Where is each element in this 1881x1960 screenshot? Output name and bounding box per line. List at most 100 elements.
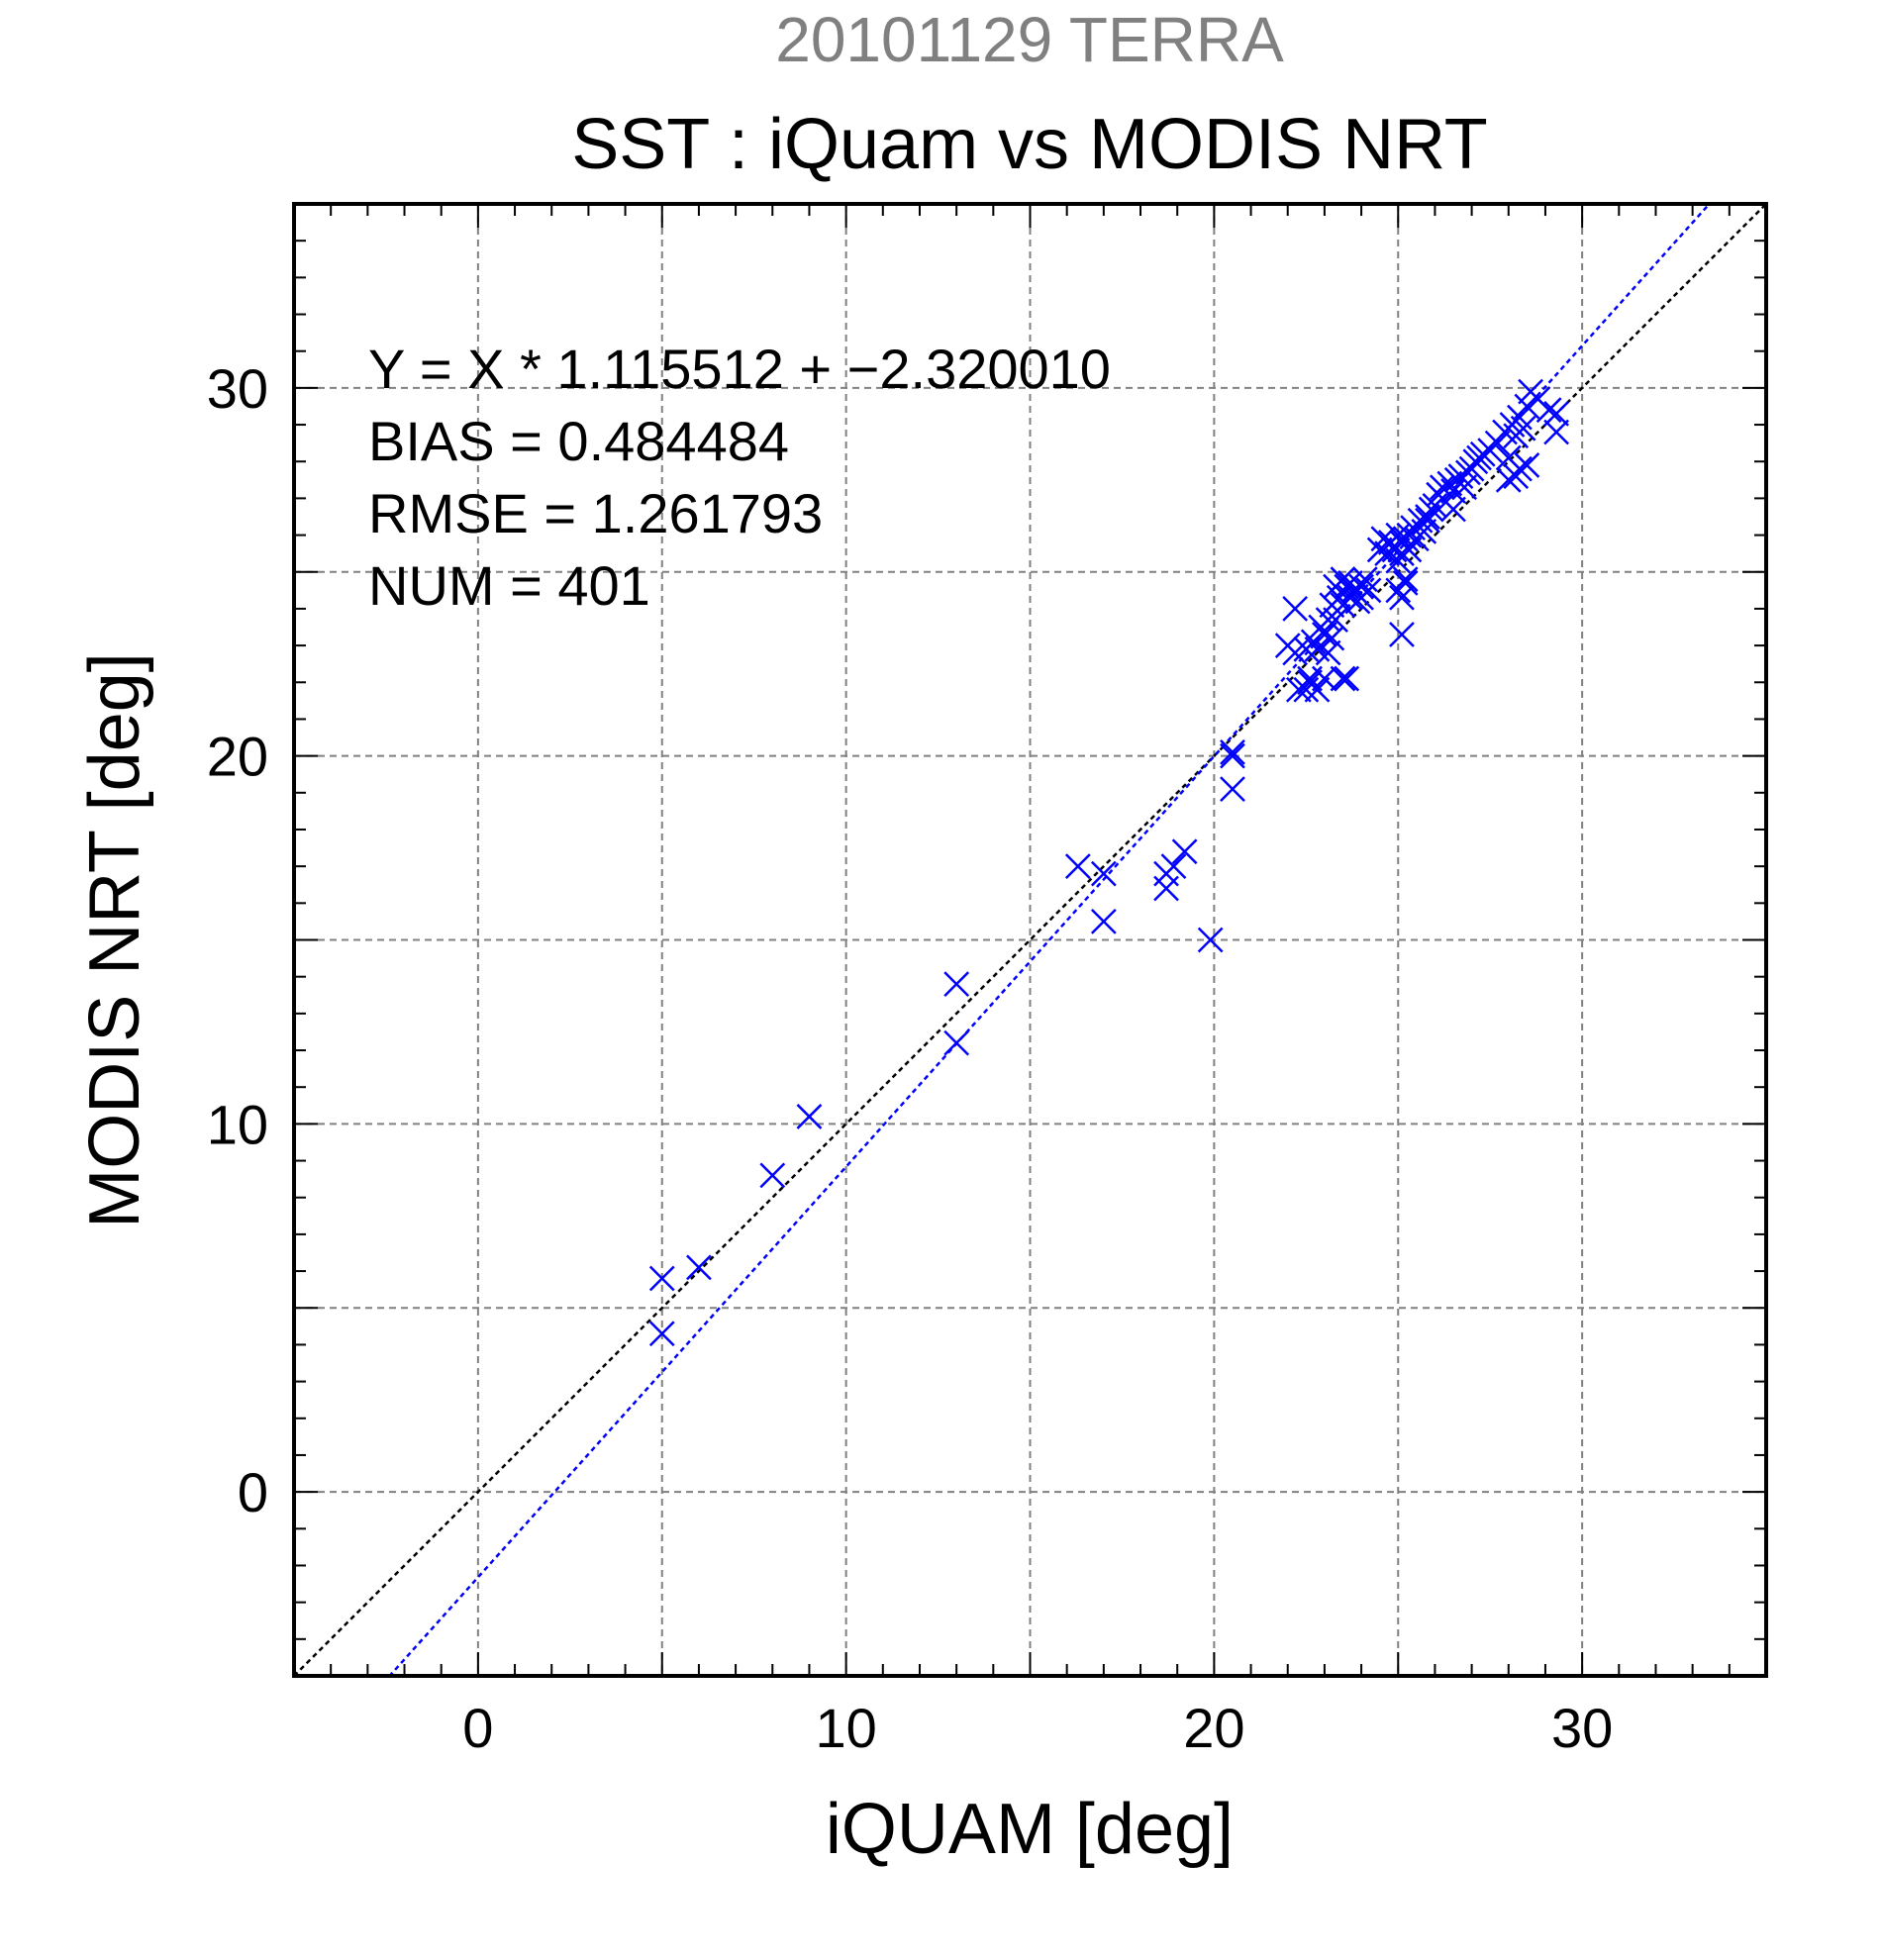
data-point-stroke [1396, 537, 1423, 563]
data-point [1171, 838, 1198, 865]
data-point [1543, 401, 1569, 427]
chart-title: 20101129 TERRA [775, 4, 1284, 75]
data-point-stroke [1510, 415, 1536, 441]
chart-subtitle: SST : iQuam vs MODIS NRT [571, 105, 1488, 184]
stats-bias: BIAS = 0.484484 [368, 410, 789, 472]
data-point [1334, 665, 1360, 692]
data-point-stroke [1535, 397, 1562, 424]
data-point-stroke [1153, 875, 1179, 902]
data-point-stroke [1348, 573, 1374, 600]
data-point-stroke [1351, 566, 1378, 593]
data-point [686, 1254, 712, 1281]
y-tick-label: 30 [207, 357, 268, 420]
data-point-stroke [1389, 584, 1415, 611]
data-point [1355, 577, 1382, 604]
data-point [648, 1265, 675, 1292]
data-point-stroke [1282, 596, 1309, 622]
data-point-stroke [1514, 452, 1540, 478]
data-point [1514, 452, 1540, 478]
data-point [1197, 927, 1224, 953]
y-tick-label: 20 [207, 726, 268, 788]
data-point [1392, 566, 1419, 593]
data-point [1543, 419, 1569, 445]
data-point-stroke [1484, 430, 1511, 456]
data-point [1064, 853, 1091, 880]
data-point [1440, 496, 1466, 523]
x-tick-label: 20 [1183, 1697, 1244, 1759]
data-point-stroke [1415, 504, 1440, 530]
data-point-stroke [1220, 776, 1245, 802]
data-point [1469, 441, 1496, 467]
data-point-stroke [1334, 665, 1360, 692]
data-point [1220, 776, 1245, 802]
data-point-stroke [1304, 676, 1331, 703]
data-point [1090, 909, 1117, 934]
plot-frame [292, 202, 1768, 1678]
data-point [1451, 474, 1478, 501]
data-point-stroke [686, 1254, 712, 1281]
data-point-stroke [1330, 665, 1356, 692]
data-point [1348, 573, 1374, 600]
data-point-stroke [1469, 441, 1496, 467]
data-point-stroke [1436, 470, 1463, 497]
x-tick-label: 10 [815, 1697, 876, 1759]
data-point [1436, 470, 1463, 497]
data-point-stroke [1304, 636, 1331, 662]
data-point-stroke [1090, 909, 1117, 934]
data-point [1282, 596, 1309, 622]
stats-rmse: RMSE = 1.261793 [368, 482, 823, 544]
data-point [1415, 504, 1440, 530]
data-point [648, 1321, 675, 1347]
data-point [1535, 397, 1562, 424]
y-axis-label: MODIS NRT [deg] [75, 652, 154, 1228]
data-point-stroke [1514, 393, 1540, 420]
data-point-stroke [1337, 570, 1363, 596]
y-tick-labels: 0 10 20 30 [207, 357, 268, 1523]
data-point-stroke [1293, 676, 1320, 703]
data-point [1304, 676, 1331, 703]
data-point [1392, 570, 1419, 596]
data-point [1396, 537, 1423, 563]
data-point-stroke [796, 1104, 823, 1129]
stats-regression-equation: Y = X * 1.115512 + −2.320010 [368, 338, 1111, 400]
data-point-stroke [759, 1162, 786, 1189]
data-point-stroke [648, 1321, 675, 1347]
data-point [943, 1029, 970, 1056]
data-point-stroke [1090, 860, 1117, 887]
data-point-stroke [1197, 927, 1224, 953]
data-point-stroke [943, 1029, 970, 1056]
grid [294, 204, 1766, 1676]
data-point [1293, 676, 1320, 703]
data-point [1153, 875, 1179, 902]
data-point-stroke [1389, 622, 1415, 647]
data-point-stroke [648, 1265, 675, 1292]
data-point [1389, 622, 1415, 647]
x-tick-label: 0 [462, 1697, 493, 1759]
data-point-stroke [1440, 496, 1466, 523]
data-point-stroke [1220, 739, 1245, 765]
data-point [1090, 860, 1117, 887]
data-point [1330, 665, 1356, 692]
data-point-stroke [1064, 853, 1091, 880]
data-point-stroke [1355, 577, 1382, 604]
data-point-stroke [1171, 838, 1198, 865]
stats-annotation: Y = X * 1.115512 + −2.320010 BIAS = 0.48… [368, 338, 1111, 617]
y-tick-label: 10 [207, 1093, 268, 1155]
data-point [1510, 415, 1536, 441]
data-point [1220, 739, 1245, 765]
data-point-stroke [1312, 665, 1337, 692]
data-point-stroke [1220, 742, 1245, 769]
data-point-stroke [1319, 625, 1345, 651]
data-point-stroke [1392, 566, 1419, 593]
data-point [1312, 665, 1337, 692]
data-point [1507, 455, 1533, 482]
data-point-stroke [1429, 474, 1455, 501]
data-point-stroke [1300, 629, 1327, 655]
data-point [1484, 430, 1511, 456]
data-point-stroke [943, 971, 970, 997]
data-point-stroke [1315, 639, 1341, 666]
data-point [1160, 853, 1187, 880]
data-point-stroke [1451, 474, 1478, 501]
data-point-stroke [1392, 570, 1419, 596]
